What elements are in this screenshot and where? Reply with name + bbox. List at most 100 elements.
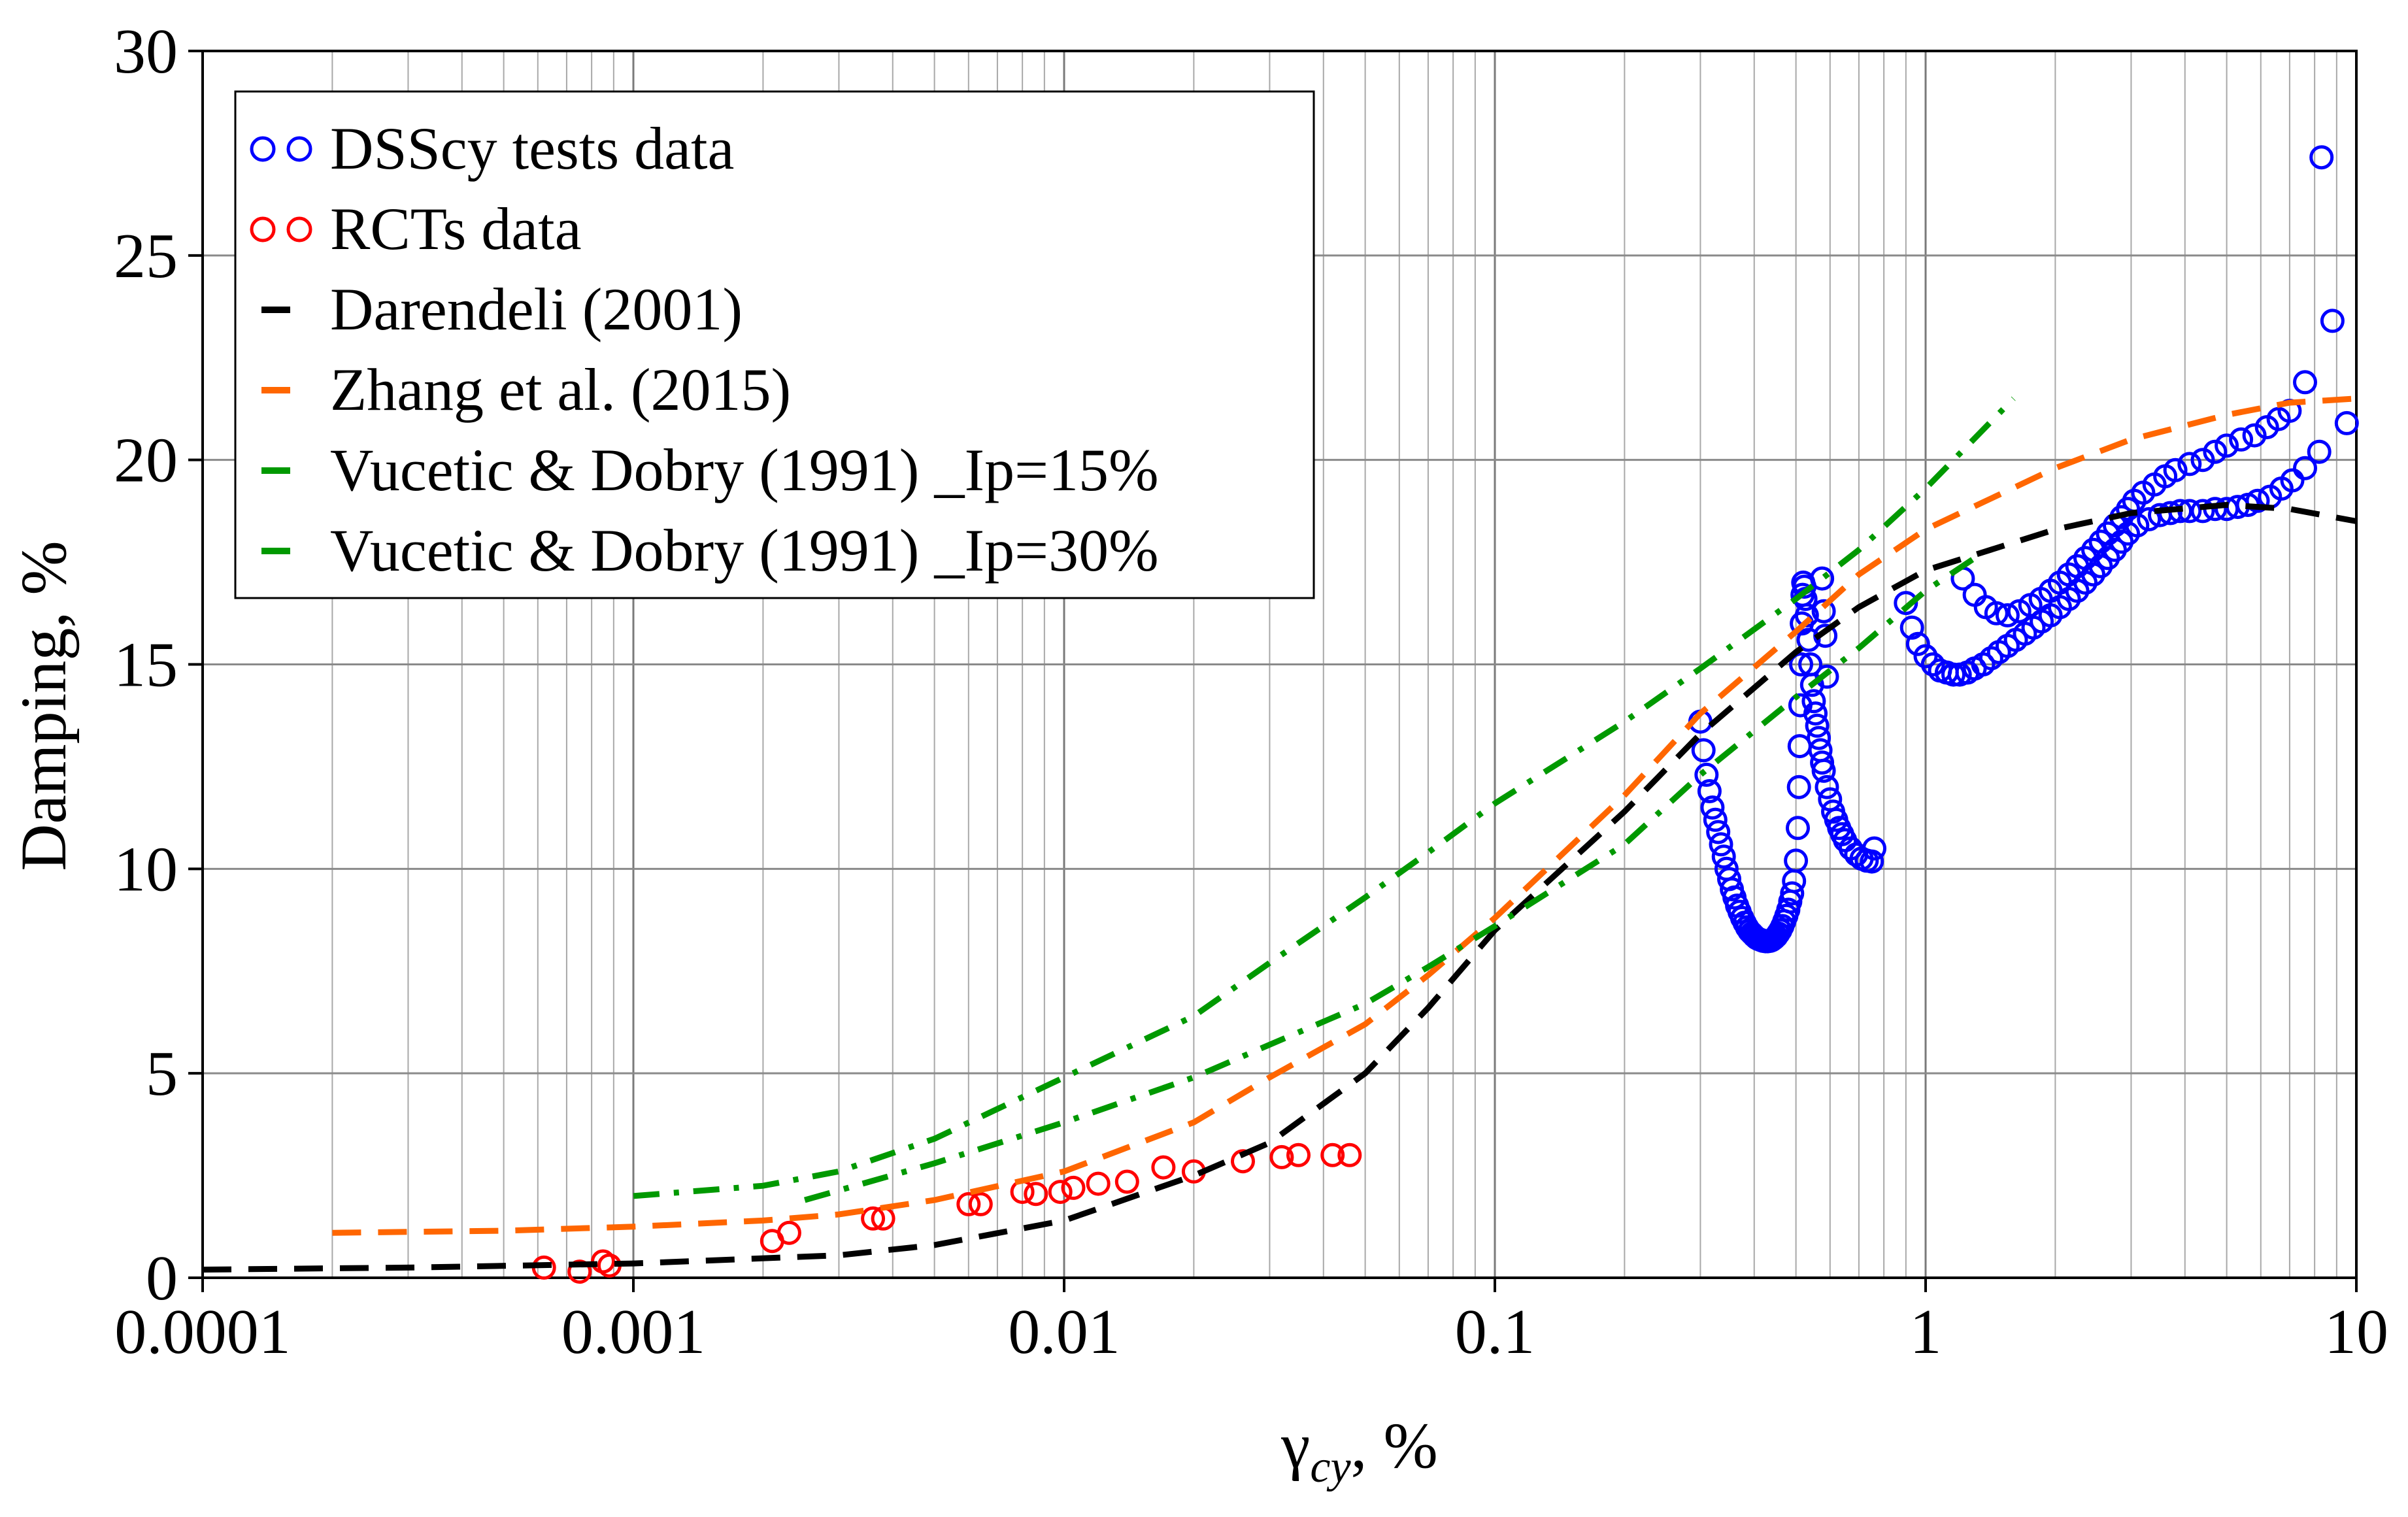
series-2 [202, 501, 2357, 1273]
legend-item: DSScy tests data [250, 115, 734, 182]
y-tick-label: 30 [114, 16, 178, 87]
legend-label: Darendeli (2001) [330, 276, 743, 342]
series-line [803, 556, 1977, 1203]
legend-item: RCTs data [250, 195, 582, 262]
data-point [1794, 603, 1819, 627]
data-point [1711, 844, 1736, 869]
series-line [202, 501, 2357, 1273]
series-1 [531, 1142, 1362, 1284]
legend-label: Zhang et al. (2015) [330, 356, 791, 423]
data-point [1784, 848, 1809, 873]
data-point [2293, 370, 2317, 395]
legend-label: DSScy tests data [330, 115, 734, 182]
data-point [1984, 601, 2009, 625]
data-point [1814, 664, 1839, 689]
data-point [2177, 452, 2202, 476]
data-point [1811, 599, 1836, 624]
data-point [1913, 644, 1938, 669]
y-axis-label: Damping, % [7, 541, 80, 871]
data-point [1805, 713, 1830, 738]
data-point [2073, 546, 2098, 571]
data-point [1899, 615, 1924, 640]
data-point [1151, 1155, 1176, 1180]
data-point [2309, 145, 2334, 170]
data-point [1894, 591, 1918, 616]
series-4 [633, 396, 2016, 1199]
x-tick-label: 0.001 [561, 1297, 706, 1367]
x-tick-label: 0.01 [1008, 1297, 1120, 1367]
x-axis-label-subscript: cy [1310, 1442, 1351, 1492]
series-0 [1688, 145, 2359, 954]
legend-marker [250, 216, 276, 242]
data-point [1709, 832, 1733, 857]
legend-item: Vucetic & Dobry (1991) _Ip=30% [261, 517, 1159, 584]
data-point [2229, 427, 2254, 452]
legend-box [234, 90, 1315, 599]
legend-label: Vucetic & Dobry (1991) _Ip=30% [330, 517, 1159, 584]
data-point [1320, 1142, 1345, 1167]
legend-marker [286, 216, 312, 242]
data-point [1801, 689, 1826, 714]
series-5 [803, 556, 1977, 1203]
data-point [1703, 807, 1728, 832]
data-point [1920, 652, 1945, 676]
data-point [1780, 881, 1805, 906]
data-point [2081, 537, 2105, 562]
legend-item: Darendeli (2001) [261, 276, 743, 342]
data-point [2215, 433, 2239, 458]
data-point [777, 1220, 801, 1245]
y-tick-label: 20 [114, 425, 178, 496]
data-point [1807, 725, 1831, 750]
legend-item: Vucetic & Dobry (1991) _Ip=15% [261, 437, 1159, 503]
legend-marker [286, 136, 312, 162]
data-point [2088, 529, 2113, 554]
x-axis-ticks: 0.0001 0.001 0.01 0.1 1 10 [114, 1278, 2388, 1367]
data-point [2280, 468, 2305, 493]
data-point [2056, 562, 2081, 587]
data-point [2163, 458, 2188, 482]
x-tick-label: 1 [1910, 1297, 1942, 1367]
x-tick-label: 0.0001 [114, 1297, 291, 1367]
data-point [1048, 1180, 1073, 1205]
data-point [1700, 795, 1725, 820]
data-point [1810, 566, 1835, 591]
data-point [956, 1192, 981, 1216]
data-point [567, 1259, 592, 1284]
data-point [1269, 1144, 1294, 1169]
x-tick-label: 10 [2324, 1297, 2388, 1367]
data-point [1691, 738, 1716, 763]
data-point [2334, 410, 2359, 435]
data-point [1694, 762, 1719, 787]
data-point [1697, 779, 1722, 803]
x-axis-label-unit: , % [1351, 1409, 1438, 1482]
data-point [1114, 1169, 1139, 1194]
data-point [861, 1206, 886, 1231]
data-point [1803, 701, 1828, 726]
data-point [1706, 820, 1731, 844]
data-point [1786, 816, 1810, 841]
data-point [1979, 646, 2003, 671]
x-tick-label: 0.1 [1455, 1297, 1535, 1367]
legend-label: RCTs data [330, 195, 582, 262]
data-point [2293, 456, 2317, 480]
y-tick-label: 0 [146, 1243, 178, 1314]
data-point [1231, 1149, 1255, 1174]
data-point [1862, 836, 1886, 861]
data-point [1811, 758, 1836, 783]
data-point [1086, 1171, 1111, 1196]
y-axis-ticks: 0 5 10 15 20 25 30 [114, 16, 203, 1314]
data-point [2065, 554, 2090, 578]
data-point [2245, 488, 2270, 513]
data-point [2137, 507, 2162, 531]
data-point [1941, 662, 1965, 687]
data-point [1860, 849, 1884, 874]
data-point [2203, 439, 2228, 464]
y-tick-label: 10 [114, 834, 178, 905]
data-point [2242, 423, 2267, 448]
y-tick-label: 5 [146, 1039, 178, 1109]
series-line [633, 396, 2016, 1199]
data-point [1814, 775, 1839, 799]
data-point [2307, 439, 2332, 464]
legend: DSScy tests data RCTs data Darendeli (2001… [234, 90, 1315, 599]
